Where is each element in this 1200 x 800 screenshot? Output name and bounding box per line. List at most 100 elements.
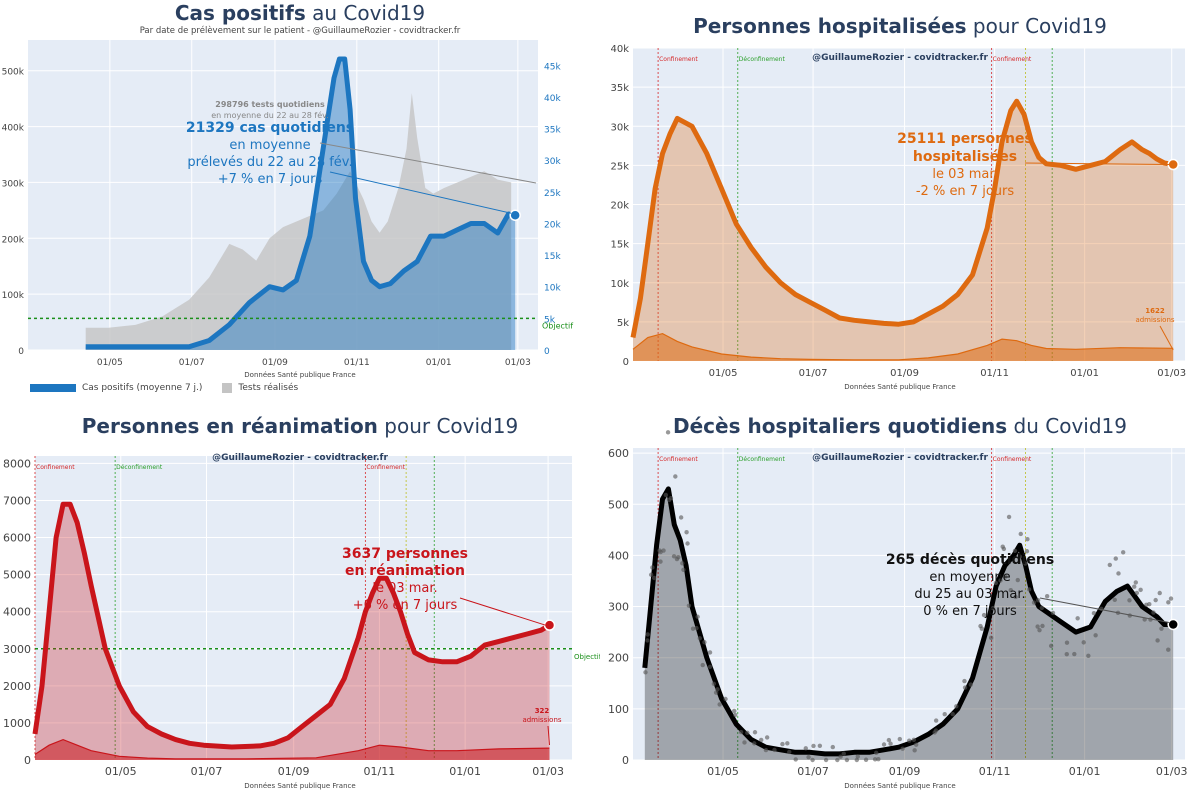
deaths-daily-point <box>758 737 764 743</box>
legend-label-cases[interactable]: Cas positifs (moyenne 7 j.) <box>82 383 203 393</box>
deaths-daily-point <box>648 572 654 577</box>
cases-yright-tick-label: 0 <box>544 347 550 357</box>
deaths-last-point <box>1167 618 1179 631</box>
icu-annotation-bold1: 3637 personnes <box>342 546 468 562</box>
deaths-daily-point <box>962 685 968 690</box>
hosp-xtick-label: 01/03 <box>1157 368 1186 379</box>
cases-yright-tick-label: 20k <box>544 220 561 230</box>
deaths-daily-point <box>1003 574 1008 579</box>
deaths-daily-point <box>1151 610 1156 615</box>
deaths-xtick-label: 01/11 <box>979 765 1011 778</box>
icu-ytick-label: 5000 <box>3 569 31 582</box>
hosp-annotation-arrow <box>1024 162 1170 166</box>
deaths-daily-point <box>1132 584 1137 589</box>
deaths-daily-point <box>855 754 860 759</box>
icu-watermark: @GuillaumeRozier - covidtracker.fr <box>212 453 388 463</box>
deaths-ytick-label: 300 <box>608 601 629 614</box>
deaths-daily-point <box>707 650 713 655</box>
cases-subtitle: Par date de prélèvement sur le patient -… <box>140 25 461 36</box>
deaths-daily-point <box>1138 587 1143 593</box>
deaths-daily-point <box>1064 651 1069 657</box>
deaths-daily-point <box>823 757 829 763</box>
hosp-last-point <box>1167 158 1179 171</box>
deaths-daily-point <box>680 561 685 566</box>
deaths-daily-point <box>1166 600 1171 605</box>
deaths-daily-point <box>671 554 677 559</box>
hosp-ytick-label: 25k <box>610 161 629 172</box>
hosp-title: Personnes hospitalisées pour Covid19 <box>693 14 1107 38</box>
deaths-daily-point <box>1091 610 1097 616</box>
icu-annotation-bold2: en réanimation <box>345 563 465 579</box>
deaths-daily-point <box>838 754 843 759</box>
deaths-daily-point <box>990 605 996 611</box>
icu-xtick-label: 01/11 <box>364 765 396 778</box>
deaths-daily-point <box>1093 633 1098 638</box>
deaths-daily-point <box>643 670 648 675</box>
deaths-xtick-label: 01/07 <box>797 765 829 778</box>
icu-main-line <box>32 501 551 750</box>
deaths-daily-point <box>1031 600 1037 605</box>
cases-tests-area <box>85 93 512 350</box>
hosp-ytick-label: 30k <box>610 122 629 133</box>
deaths-daily-point <box>1023 561 1028 566</box>
hospitalisations-chart: Personnes hospitalisées pour Covid19 0 5k 1… <box>610 14 1186 391</box>
deaths-daily-point <box>1001 546 1007 552</box>
deaths-daily-point <box>810 757 815 763</box>
deaths-ytick-label: 500 <box>608 498 629 511</box>
cases-xtick-label: 01/07 <box>179 358 205 368</box>
cases-ytick-label: 500k <box>2 68 25 78</box>
cases-ytick-label: 300k <box>2 179 25 189</box>
icu-xtick-label: 01/05 <box>105 765 137 778</box>
deaths-daily-point <box>673 474 678 479</box>
deaths-daily-point <box>711 681 717 686</box>
hosp-source-label: Données Santé publique France <box>844 383 955 391</box>
legend-label-tests[interactable]: Tests réalisés <box>238 383 299 393</box>
deaths-daily-point <box>1024 549 1030 554</box>
hosp-admissions-arrow <box>1159 325 1174 351</box>
deaths-daily-point <box>793 757 798 762</box>
deaths-daily-point <box>942 711 947 717</box>
deaths-xtick-label: 01/03 <box>1156 765 1188 778</box>
deaths-daily-point <box>1017 554 1023 559</box>
hosp-vline-label: Confinement <box>993 56 1032 63</box>
deaths-xtick-label: 01/05 <box>707 765 739 778</box>
hosp-ytick-label: 40k <box>610 44 629 55</box>
cases-objective-label: Objectif <box>542 321 573 330</box>
deaths-daily-point <box>854 757 860 763</box>
deaths-source-label: Données Santé publique France <box>844 782 955 790</box>
deaths-daily-point <box>661 548 666 553</box>
icu-xtick-label: 01/03 <box>532 765 564 778</box>
hosp-xtick-label: 01/07 <box>799 368 828 379</box>
deaths-ytick-label: 600 <box>608 447 629 460</box>
hosp-ytick-label: 0 <box>623 357 629 368</box>
hosp-annotation-line3: le 03 mar. <box>932 167 997 182</box>
deaths-daily-point <box>1064 640 1070 645</box>
deaths-daily-point <box>950 711 955 717</box>
icu-vline-label: Confinement <box>366 464 405 471</box>
deaths-daily-point <box>772 747 777 753</box>
cases-yright-tick-label: 30k <box>544 157 561 167</box>
hosp-admissions-area <box>633 333 1174 361</box>
cases-legend: Cas positifs (moyenne 7 j.) Tests réalis… <box>30 383 298 393</box>
icu-source-label: Données Santé publique France <box>244 782 355 790</box>
cases-annotation-line2: en moyenne <box>229 138 310 153</box>
hosp-xtick-label: 01/09 <box>890 368 919 379</box>
deaths-daily-point <box>684 530 689 535</box>
deaths-daily-point <box>787 749 792 755</box>
deaths-vline-label: Confinement <box>993 456 1032 463</box>
deaths-daily-point <box>1159 626 1164 631</box>
deaths-daily-point <box>1075 616 1080 621</box>
hosp-xtick-label: 01/11 <box>980 368 1009 379</box>
deaths-daily-point <box>962 678 967 684</box>
deaths-daily-point <box>1044 594 1050 599</box>
deaths-daily-point <box>912 748 917 753</box>
icu-vline-label: Déconfinement <box>116 464 163 471</box>
deaths-daily-point <box>1040 623 1045 629</box>
deaths-daily-point <box>1134 590 1140 596</box>
cases-tests-annotation-line2: en moyenne du 22 au 28 fév. <box>211 110 329 120</box>
deaths-daily-point <box>806 754 811 760</box>
cases-yright-tick-label: 15k <box>544 252 561 262</box>
deaths-daily-point <box>742 740 747 745</box>
deaths-daily-point <box>1112 597 1117 603</box>
